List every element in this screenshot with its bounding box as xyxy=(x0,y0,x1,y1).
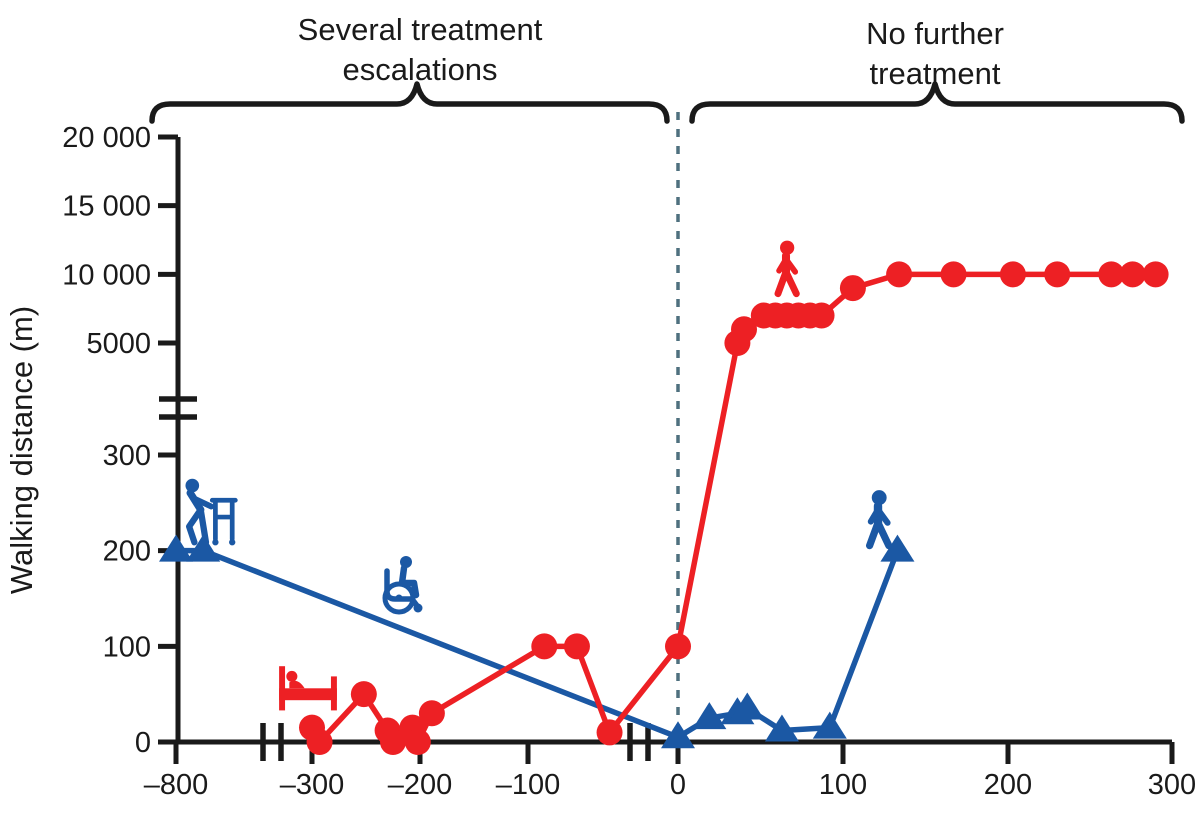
person-head xyxy=(871,490,887,506)
series-blue-triangles xyxy=(159,534,915,749)
y-tick-label: 10 000 xyxy=(62,259,151,291)
data-point-circle xyxy=(839,275,866,302)
person-back-leg xyxy=(186,506,204,546)
person-front-leg xyxy=(197,506,210,546)
walking-person-red-icon xyxy=(774,240,800,298)
data-point-circle xyxy=(665,633,691,660)
person-arms xyxy=(867,506,891,526)
person-head xyxy=(185,478,200,493)
y-tick-label: 20 000 xyxy=(62,122,151,154)
data-point-circle xyxy=(1119,261,1146,288)
axes: 0 100 200 300 5000 10 000 15 000 20 000 –800 –300… xyxy=(62,122,1196,801)
data-point-circle xyxy=(1044,261,1071,288)
data-point-circle xyxy=(380,729,406,755)
person-arm xyxy=(190,495,215,510)
data-point-circle xyxy=(731,316,757,343)
data-series xyxy=(159,261,1169,755)
bed-person-head xyxy=(286,670,298,682)
data-point-circle xyxy=(404,729,431,755)
data-point-circle xyxy=(531,633,558,660)
walker-wheel xyxy=(212,539,219,546)
person-body xyxy=(398,564,420,599)
data-point-circle xyxy=(1098,261,1125,288)
data-point-triangle xyxy=(764,714,799,742)
data-point-triangle xyxy=(880,534,915,562)
person-arms xyxy=(776,256,799,275)
data-point-circle xyxy=(563,633,590,660)
braces xyxy=(149,81,1185,124)
data-point-circle xyxy=(999,261,1026,288)
person-head xyxy=(780,240,795,255)
data-point-triangle xyxy=(186,534,221,562)
x-tick-label: 0 xyxy=(670,769,686,801)
x-tick-label: –200 xyxy=(388,769,453,801)
brace-left xyxy=(149,81,670,124)
data-point-triangle xyxy=(730,692,765,720)
brace-label-right-line2: treatment xyxy=(870,56,1001,91)
data-point-circle xyxy=(418,700,445,727)
series-red-circles xyxy=(299,261,1169,755)
data-point-circle xyxy=(306,729,333,755)
brace-label-right-line1: No further xyxy=(866,16,1004,51)
status-icons xyxy=(185,240,893,711)
y-tick-label: 15 000 xyxy=(62,191,151,223)
x-tick-label: –800 xyxy=(144,769,209,801)
x-tick-label: –100 xyxy=(496,769,561,801)
y-tick-label: 300 xyxy=(103,440,151,472)
wheelchair-icon xyxy=(382,556,423,615)
walker-frame xyxy=(209,497,238,542)
x-tick-label: 200 xyxy=(984,769,1032,801)
bed-mattress xyxy=(279,688,337,701)
x-tick-label: –300 xyxy=(280,769,345,801)
data-point-circle xyxy=(596,719,623,746)
data-point-triangle xyxy=(159,534,193,562)
data-point-triangle xyxy=(812,711,847,739)
y-axis-title: Walking distance (m) xyxy=(4,306,39,594)
y-tick-label: 5000 xyxy=(86,328,151,360)
data-point-triangle xyxy=(692,702,727,730)
x-tick-label: 300 xyxy=(1148,769,1196,801)
y-tick-label: 0 xyxy=(135,727,151,759)
brace-label-left-line2: escalations xyxy=(342,52,497,87)
data-point-circle xyxy=(886,261,913,288)
brace-label-left-line1: Several treatment xyxy=(298,12,543,47)
person-legs xyxy=(774,268,800,298)
bed-icon xyxy=(279,666,337,711)
walking-person-blue-icon xyxy=(865,490,893,550)
data-point-triangle xyxy=(661,721,695,749)
data-point-circle xyxy=(940,261,967,288)
data-point-circle xyxy=(1142,261,1169,288)
bed-person-body xyxy=(289,680,305,689)
person-legs xyxy=(865,519,893,550)
walker-wheel xyxy=(229,539,236,546)
walker-person-icon xyxy=(185,478,238,546)
data-point-circle xyxy=(808,302,835,329)
brace-right xyxy=(689,81,1185,124)
seat-frame xyxy=(384,568,421,610)
y-tick-label: 200 xyxy=(103,536,151,568)
data-point-circle xyxy=(350,681,377,708)
y-tick-label: 100 xyxy=(103,631,151,663)
x-tick-label: 100 xyxy=(819,769,867,801)
